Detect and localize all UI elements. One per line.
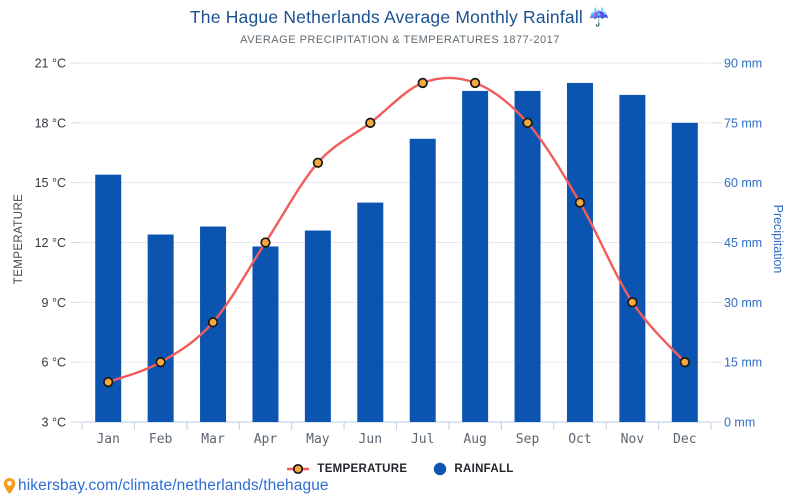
month-label-jul: Jul [411, 432, 434, 447]
left-tick-label: 18 °C [35, 116, 66, 130]
left-tick-label: 9 °C [42, 296, 66, 310]
page-title-text: The Hague Netherlands Average Monthly Ra… [189, 7, 584, 27]
marker-jan [103, 376, 114, 388]
month-label-mar: Mar [201, 432, 225, 447]
month-label-aug: Aug [463, 432, 486, 447]
bar-dec [671, 122, 698, 422]
left-tick-label: 3 °C [42, 416, 66, 430]
umbrella-rain-icon: ☔ [588, 7, 611, 27]
chart-plot-area: 3 °C 0 mm 6 °C 15 mm 9 °C 30 mm 12 °C 45 mm 15 °… [35, 57, 763, 448]
temperature-line [107, 76, 686, 384]
bar-nov [619, 94, 646, 423]
right-tick-label: 30 mm [724, 296, 762, 310]
legend-item-rainfall[interactable]: RAINFALL [433, 462, 513, 476]
marker-apr [260, 237, 271, 248]
chart-subtitle: AVERAGE PRECIPITATION & TEMPERATURES 187… [240, 34, 560, 46]
marker-oct [574, 197, 586, 208]
marker-jun [365, 117, 376, 128]
footer: hikersbay.com/climate/netherlands/thehag… [3, 477, 329, 495]
right-tick-label: 60 mm [724, 176, 762, 190]
month-label-oct: Oct [568, 432, 591, 447]
month-label-jan: Jan [96, 432, 119, 447]
month-label-apr: Apr [254, 432, 278, 447]
marker-nov [627, 297, 638, 308]
month-label-may: May [306, 432, 330, 447]
marker-sep [522, 117, 533, 128]
bar-oct [566, 82, 593, 422]
left-tick-label: 12 °C [35, 236, 66, 250]
right-tick-label: 45 mm [724, 236, 762, 250]
page-title: The Hague Netherlands Average Monthly Ra… [0, 7, 800, 28]
marker-dec [679, 357, 690, 368]
bar-jun [357, 202, 384, 422]
marker-may [312, 157, 324, 168]
bar-feb [147, 234, 174, 422]
legend-label-rainfall: RAINFALL [454, 463, 514, 475]
legend: TEMPERATURE RAINFALL [0, 460, 800, 478]
marker-aug [469, 77, 481, 89]
right-tick-label: 15 mm [724, 356, 762, 370]
month-label-jun: Jun [359, 432, 382, 447]
legend-label-temperature: TEMPERATURE [317, 463, 408, 475]
right-tick-label: 0 mm [724, 416, 755, 430]
left-tick-label: 21 °C [35, 57, 66, 71]
marker-feb [155, 357, 166, 368]
month-label-nov: Nov [621, 432, 645, 447]
bar-jul [409, 138, 436, 423]
bar-may [304, 230, 331, 422]
bar-aug [462, 90, 489, 422]
location-pin-icon [3, 478, 16, 494]
right-axis-title: Precipitation [771, 204, 785, 274]
rainfall-legend-icon [434, 462, 447, 476]
bar-sep [514, 90, 541, 422]
temperature-legend-icon [287, 463, 310, 475]
marker-mar [207, 317, 219, 328]
right-tick-label: 75 mm [724, 116, 762, 130]
right-tick-label: 90 mm [724, 57, 762, 71]
month-label-dec: Dec [673, 432, 696, 447]
footer-link[interactable]: hikersbay.com/climate/netherlands/thehag… [18, 477, 329, 494]
bar-apr [252, 246, 279, 422]
left-tick-label: 6 °C [42, 356, 66, 370]
month-label-feb: Feb [149, 432, 173, 447]
legend-item-temperature[interactable]: TEMPERATURE [286, 463, 407, 475]
month-label-sep: Sep [516, 432, 540, 447]
left-axis-title: TEMPERATURE [13, 193, 25, 285]
marker-jul [417, 77, 428, 89]
left-tick-label: 15 °C [35, 176, 66, 190]
